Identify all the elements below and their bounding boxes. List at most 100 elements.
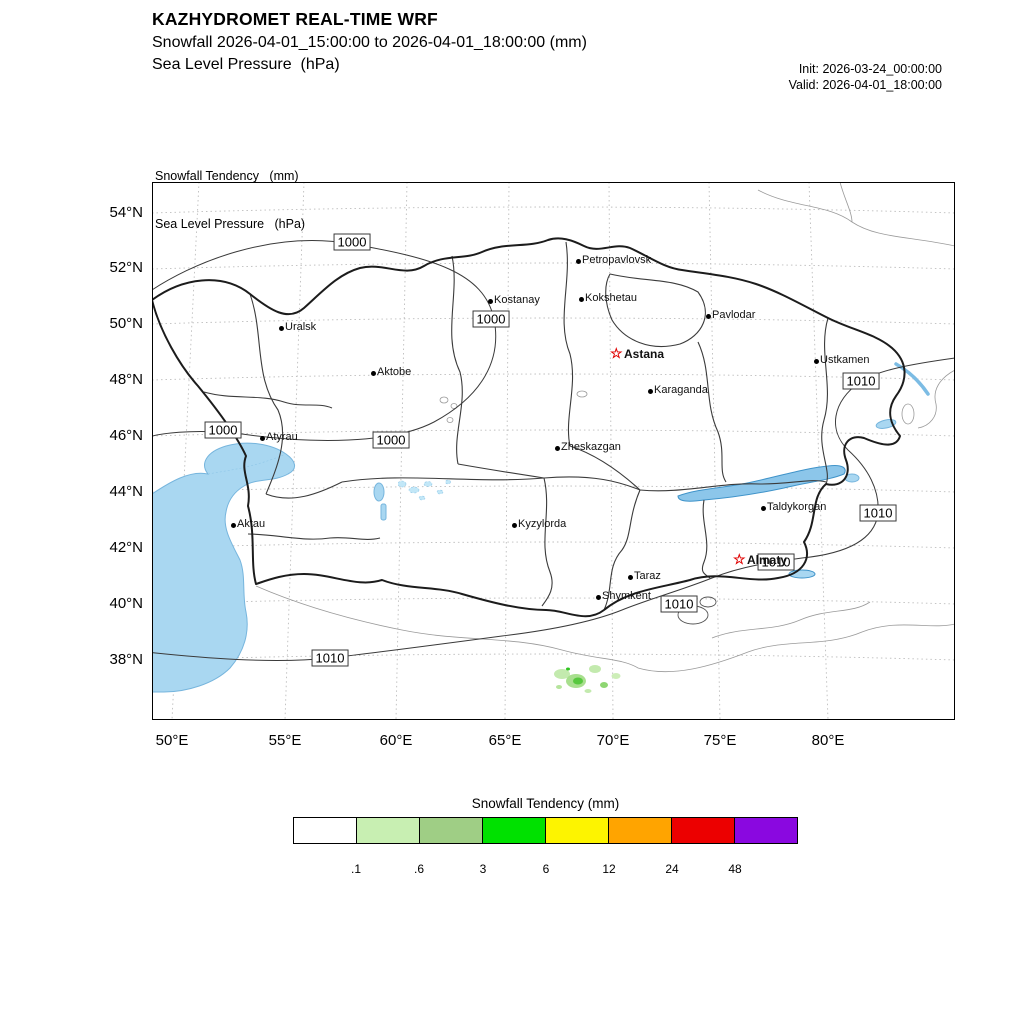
region-borders <box>203 241 829 611</box>
legend-tick-label: 24 <box>665 862 679 876</box>
city-label: Kostanay <box>494 294 540 306</box>
pressure-label: 1010 <box>859 504 897 522</box>
legend-tick-label: 12 <box>602 862 616 876</box>
city-label: Uralsk <box>285 321 317 333</box>
capital-star-icon: ☆ <box>733 551 746 567</box>
snowfall-area <box>554 665 621 693</box>
city-label: Karaganda <box>654 384 708 396</box>
city-dot-icon <box>278 325 284 331</box>
city-label: Kokshetau <box>585 292 637 304</box>
lat-axis-label: 48°N <box>109 371 143 388</box>
page-title: KAZHYDROMET REAL-TIME WRF <box>152 9 438 29</box>
city-label: Ustkamen <box>820 354 870 366</box>
city-label: Kyzylorda <box>518 518 567 530</box>
legend-swatch <box>734 817 798 844</box>
city-label: Pavlodar <box>712 309 756 321</box>
ice-patches <box>207 453 451 501</box>
city-dot-icon <box>511 522 517 528</box>
lat-axis-label: 52°N <box>109 259 143 276</box>
lon-axis-label: 60°E <box>379 732 413 749</box>
map-canvas <box>152 182 955 720</box>
map-caption-line2: Sea Level Pressure (hPa) <box>155 217 306 231</box>
foreign-borders <box>255 182 955 673</box>
pressure-label: 1000 <box>372 431 410 449</box>
capital-star-icon: ☆ <box>610 345 623 361</box>
city-label: Atyrau <box>266 431 298 443</box>
city-dot-icon <box>487 298 493 304</box>
caspian-sea <box>152 442 295 693</box>
city-dot-icon <box>554 445 560 451</box>
city-label: Taldykorgan <box>767 501 827 513</box>
city-label: Taraz <box>634 570 661 582</box>
legend-swatch <box>482 817 546 844</box>
aral-sea-west <box>380 503 387 521</box>
city-dot-icon <box>259 435 265 441</box>
isobars <box>152 240 955 661</box>
city-dot-icon <box>627 574 633 580</box>
legend-swatch <box>356 817 420 844</box>
capital-label: Almaty <box>747 553 788 567</box>
subtitle-snowfall: Snowfall 2026-04-01_15:00:00 to 2026-04-… <box>152 34 587 51</box>
isobar-1000 <box>152 240 497 441</box>
graticule <box>152 182 955 720</box>
lat-axis-label: 40°N <box>109 595 143 612</box>
city-label: Aktobe <box>377 366 412 378</box>
pressure-label: 1010 <box>311 649 349 667</box>
city-dot-icon <box>370 370 376 376</box>
run-info: Init: 2026-03-24_00:00:00 Valid: 2026-04… <box>700 61 942 93</box>
lon-axis-label: 50°E <box>155 732 189 749</box>
pressure-label: 1000 <box>333 233 371 251</box>
lat-axis-label: 54°N <box>109 204 143 221</box>
city-label: Zheskazgan <box>561 441 621 453</box>
city-dot-icon <box>647 388 653 394</box>
snowfall-legend: Snowfall Tendency (mm) .1 .6 3 6 12 24 4… <box>293 796 798 888</box>
city-dot-icon <box>595 594 601 600</box>
city-dot-icon <box>705 313 711 319</box>
city-label: Aktau <box>237 518 266 530</box>
city-dot-icon <box>578 296 584 302</box>
city-label: Petropavlovsk <box>582 254 652 266</box>
init-time: Init: 2026-03-24_00:00:00 <box>798 62 942 76</box>
lat-axis-label: 44°N <box>109 483 143 500</box>
legend-swatch <box>671 817 735 844</box>
map-plot-area: 1000 1000 1010 1000 1000 1010 1010 1010 … <box>152 182 955 720</box>
lon-axis-label: 80°E <box>811 732 845 749</box>
plot-frame <box>152 182 955 720</box>
legend-tick-label: 6 <box>542 862 550 876</box>
legend-tick-label: 48 <box>728 862 742 876</box>
lon-axis-label: 65°E <box>488 732 522 749</box>
capital-label: Astana <box>624 347 665 361</box>
lon-axis-label: 70°E <box>596 732 630 749</box>
pressure-label: 1000 <box>204 421 242 439</box>
lon-axis-label: 55°E <box>268 732 302 749</box>
lake-balkhash <box>677 465 846 502</box>
legend-tick-label: .6 <box>413 862 425 876</box>
city-dot-icon <box>230 522 236 528</box>
aral-sea <box>373 482 385 502</box>
pressure-label: 1010 <box>757 553 795 571</box>
map-caption-line1: Snowfall Tendency (mm) <box>155 169 299 183</box>
legend-title: Snowfall Tendency (mm) <box>471 796 620 811</box>
city-dot-icon <box>760 505 766 511</box>
city-label: Shymkent <box>602 590 651 602</box>
legend-swatch <box>545 817 609 844</box>
city-dot-icon <box>813 358 819 364</box>
country-border <box>152 237 906 618</box>
isobar-1010 <box>152 357 955 661</box>
water-bodies <box>152 362 930 693</box>
pressure-label: 1000 <box>472 310 510 328</box>
valid-time: Valid: 2026-04-01_18:00:00 <box>788 78 942 92</box>
city-dot-icon <box>575 258 581 264</box>
legend-color-bar <box>293 817 798 844</box>
isobar-closed-low <box>699 596 717 608</box>
pressure-label: 1010 <box>842 372 880 390</box>
lat-axis-label: 42°N <box>109 539 143 556</box>
river-reservoir <box>894 362 930 396</box>
map-caption: Snowfall Tendency (mm) Sea Level Pressur… <box>155 136 305 248</box>
lat-axis-label: 50°N <box>109 315 143 332</box>
pressure-label: 1010 <box>660 595 698 613</box>
legend-swatch <box>293 817 357 844</box>
lat-axis-label: 38°N <box>109 651 143 668</box>
legend-tick-label: .1 <box>350 862 362 876</box>
